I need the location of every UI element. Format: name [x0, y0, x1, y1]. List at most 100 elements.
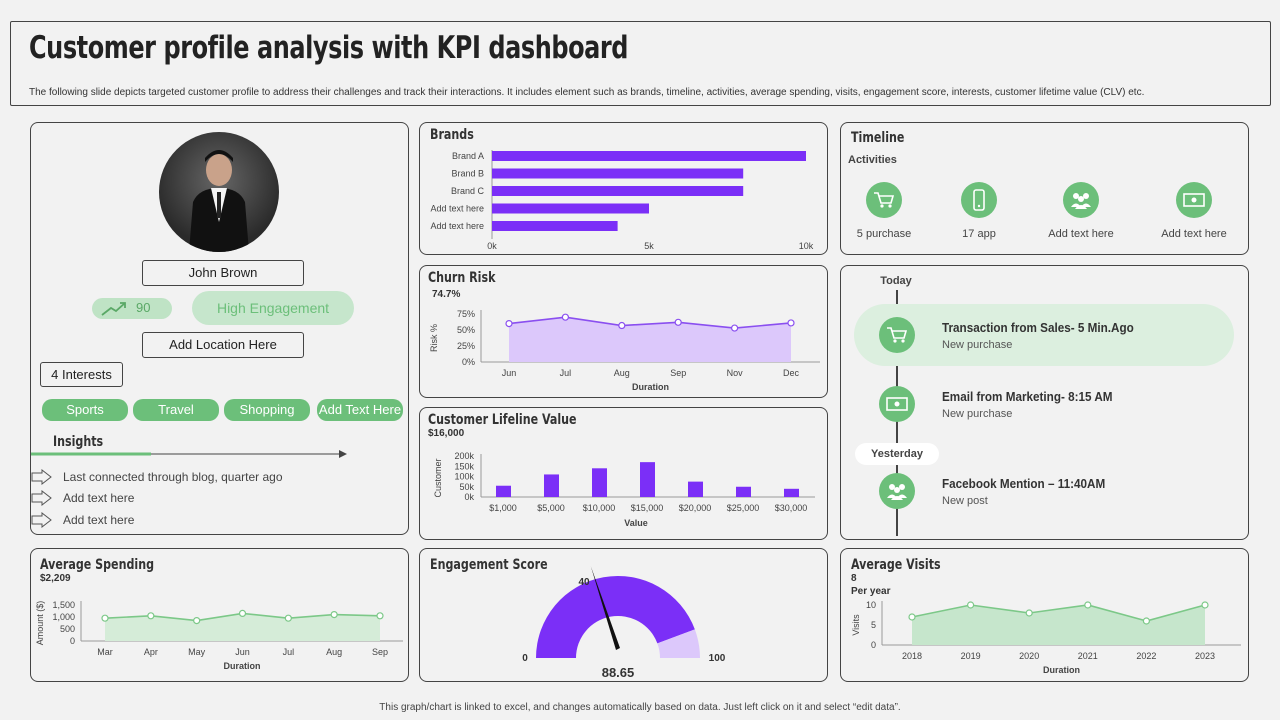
insights-divider	[31, 450, 347, 458]
visits-chart: 2018 2019 2020 2021 2022 2023 10 5 0 Duration Visi…	[851, 600, 1241, 675]
area-fill	[509, 317, 791, 362]
insights-title: Insights	[53, 434, 104, 450]
x-tick: 2023	[1195, 651, 1215, 661]
interest-pill[interactable]: Sports	[42, 399, 128, 421]
y-tick: 50k	[459, 482, 474, 492]
clv-bar	[688, 481, 703, 497]
score-badge: 90	[92, 298, 172, 319]
people-icon	[1063, 182, 1099, 218]
visits-card: Average Visits 8 Per year 2018 2019 2020 20…	[840, 548, 1249, 682]
y-tick: 500	[60, 624, 75, 634]
gauge-value-arc	[536, 576, 695, 658]
x-tick: $1,000	[489, 503, 517, 513]
add-location-button[interactable]: Add Location Here	[142, 332, 304, 358]
x-tick: $15,000	[631, 503, 664, 513]
y-tick: 0	[70, 636, 75, 646]
y-tick: 1,500	[52, 600, 75, 610]
x-tick: $20,000	[679, 503, 712, 513]
x-tick: Jun	[502, 368, 517, 378]
x-tick: Jul	[283, 647, 295, 657]
x-tick: Dec	[783, 368, 800, 378]
visits-title: Average Visits	[851, 557, 941, 573]
engagement-badge: High Engagement	[192, 291, 354, 325]
data-point	[284, 614, 292, 622]
data-point	[787, 319, 795, 327]
interest-pill[interactable]: Add Text Here	[317, 399, 403, 421]
brands-tick: 0k	[487, 241, 497, 251]
y-axis-label: Risk %	[429, 324, 439, 352]
feed-highlight	[854, 304, 1234, 366]
x-tick: $30,000	[775, 503, 808, 513]
data-point	[330, 610, 338, 619]
spending-value: $2,209	[40, 573, 71, 584]
churn-card: Churn Risk 74.7% Jun Jul Aug Sep Nov Dec 75% 50…	[419, 265, 828, 398]
feed-sub: New purchase	[942, 408, 1013, 420]
data-point	[674, 318, 682, 326]
data-point	[193, 616, 201, 625]
data-point	[238, 609, 247, 618]
brand-label: Brand A	[452, 151, 484, 161]
churn-title: Churn Risk	[428, 270, 496, 286]
feed-title: Email from Marketing- 8:15 AM	[942, 389, 1113, 404]
yesterday-label: Yesterday	[855, 443, 939, 465]
interests-count: 4 Interests	[40, 362, 123, 387]
money-icon	[879, 386, 915, 422]
x-tick: Nov	[727, 368, 744, 378]
data-point	[731, 324, 739, 332]
x-axis-label: Duration	[224, 661, 261, 671]
data-point	[505, 319, 513, 328]
y-tick: 10	[866, 600, 876, 610]
x-tick: $10,000	[583, 503, 616, 513]
interest-pill[interactable]: Travel	[133, 399, 219, 421]
gauge-max-label: 100	[709, 653, 726, 664]
profile-card: John Brown 90 High Engagement Add Locati…	[30, 122, 409, 535]
interest-pill[interactable]: Shopping	[224, 399, 310, 421]
x-tick: Sep	[670, 368, 686, 378]
page-title: Customer profile analysis with KPI dashb…	[29, 30, 629, 66]
data-point	[561, 313, 569, 321]
y-tick: 25%	[457, 341, 475, 351]
insight-item: Last connected through blog, quarter ago	[63, 470, 283, 484]
customer-name: John Brown	[142, 260, 304, 286]
data-point	[1084, 601, 1092, 609]
arrow-icon	[31, 469, 52, 485]
y-tick: 200k	[454, 451, 474, 461]
person-photo	[189, 150, 249, 252]
cart-icon	[879, 317, 915, 353]
data-point	[908, 613, 916, 621]
visits-sublabel: Per year	[851, 586, 891, 597]
brand-bar	[492, 186, 744, 196]
data-point	[376, 612, 384, 620]
trend-up-icon	[101, 302, 126, 316]
activity-feed-card: Today Transaction from Sales- 5 Min.Ago …	[840, 265, 1249, 540]
gauge-value-label: 88.65	[602, 665, 635, 680]
y-axis-label: Visits	[851, 614, 861, 636]
money-icon	[1176, 182, 1212, 218]
brand-bar	[492, 168, 744, 179]
header: Customer profile analysis with KPI dashb…	[10, 21, 1271, 106]
timeline-card: Timeline Activities 5 purchase 17 app Ad…	[840, 122, 1249, 255]
spending-title: Average Spending	[40, 557, 155, 573]
x-tick: Mar	[97, 647, 113, 657]
x-tick: May	[188, 647, 206, 657]
x-tick: Aug	[326, 647, 342, 657]
engagement-title: Engagement Score	[430, 557, 548, 573]
gauge-mid-label: 40	[578, 577, 590, 588]
data-point	[147, 612, 155, 620]
clv-bar	[640, 462, 655, 497]
today-label: Today	[871, 272, 921, 290]
insight-item: Add text here	[63, 491, 135, 505]
series-line	[911, 604, 1206, 622]
brand-label: Add text here	[430, 204, 484, 214]
x-axis-label: Value	[624, 518, 648, 528]
brand-label: Brand B	[451, 169, 484, 179]
people-icon	[879, 473, 915, 509]
brand-bar	[492, 203, 649, 214]
x-tick: 2018	[902, 651, 922, 661]
data-point	[1201, 601, 1209, 609]
x-axis-label: Duration	[632, 382, 669, 392]
y-axis-label: Customer	[433, 458, 443, 497]
churn-chart: Jun Jul Aug Sep Nov Dec 75% 50% 25% 0% Duration Ris…	[429, 309, 820, 392]
spending-card: Average Spending $2,209 Mar Apr May Jun Jul A…	[30, 548, 409, 682]
y-tick: 75%	[457, 309, 475, 319]
